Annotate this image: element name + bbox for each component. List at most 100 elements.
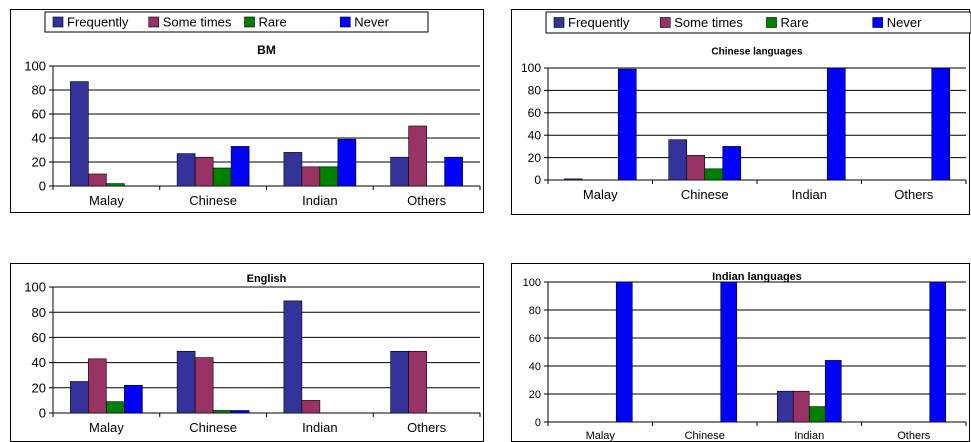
- chart-title: BM: [257, 43, 276, 57]
- chart-legend: Frequently Some times Rare Never: [44, 11, 429, 33]
- bar: [668, 139, 688, 181]
- bar: [720, 281, 738, 423]
- legend-box: [545, 11, 971, 34]
- y-tick-label: 0: [39, 179, 46, 194]
- y-tick-label: 60: [32, 107, 46, 122]
- y-tick-label: 40: [32, 131, 46, 146]
- legend-swatch: [659, 17, 671, 28]
- y-tick-label: 60: [529, 333, 541, 345]
- y-tick-label: 0: [535, 417, 541, 429]
- chart-title: Indian languages: [712, 271, 802, 283]
- category-label: Malay: [89, 420, 124, 435]
- bar: [212, 410, 232, 414]
- bar: [337, 138, 357, 187]
- y-tick-label: 100: [523, 277, 541, 289]
- y-tick-label: 40: [32, 355, 46, 370]
- bar: [70, 81, 89, 187]
- legend-swatch: [766, 17, 777, 28]
- bar: [106, 401, 125, 414]
- bar: [808, 406, 826, 423]
- bar: [563, 178, 583, 181]
- legend-swatch: [872, 17, 884, 28]
- chart-panel-chinese-languages: [511, 9, 970, 215]
- y-tick-label: 20: [529, 389, 541, 401]
- y-tick-label: 100: [521, 61, 541, 75]
- y-tick-label: 100: [24, 59, 46, 74]
- legend-swatch: [148, 16, 160, 28]
- category-label: Chinese: [189, 193, 237, 208]
- bar: [176, 153, 196, 187]
- chart-legend: Frequently Some times Rare Never: [545, 11, 971, 34]
- category-label: Indian: [794, 430, 824, 442]
- chart-indian-languages: Indian languages 0 20 40 60 80 100 Malay Chinese…: [523, 271, 967, 442]
- bar: [824, 360, 842, 423]
- bar: [88, 173, 107, 187]
- bar: [390, 350, 409, 414]
- bar: [792, 390, 810, 423]
- bar: [390, 156, 409, 187]
- category-label: Others: [897, 430, 931, 442]
- chart-panel-indian-languages: [511, 263, 970, 442]
- bar: [615, 281, 633, 423]
- legend-box: [44, 11, 429, 33]
- category-label: Indian: [302, 420, 337, 435]
- bar: [826, 67, 846, 181]
- bar: [176, 350, 196, 414]
- legend-label: Rare: [781, 15, 809, 30]
- legend-label: Frequently: [568, 15, 630, 30]
- category-label: Others: [407, 193, 447, 208]
- chart-chinese-languages: Chinese languages 0 20 40 60 80 100 Malay Chines…: [521, 11, 971, 202]
- bar: [70, 381, 89, 414]
- bar: [88, 358, 107, 414]
- bar: [230, 410, 250, 414]
- legend-label: Some times: [674, 15, 743, 30]
- y-tick-label: 60: [528, 106, 542, 120]
- y-tick-label: 20: [528, 151, 542, 165]
- legend-label: Rare: [259, 15, 287, 30]
- legend-swatch: [244, 16, 255, 28]
- y-tick-label: 0: [534, 173, 541, 187]
- category-label: Others: [894, 187, 934, 202]
- bar: [124, 384, 143, 414]
- category-label: Chinese: [681, 187, 729, 202]
- category-label: Chinese: [189, 420, 237, 435]
- y-tick-label: 80: [529, 305, 541, 317]
- bar: [929, 281, 947, 423]
- y-tick-label: 80: [32, 83, 46, 98]
- category-label: Others: [407, 420, 447, 435]
- bar: [319, 166, 339, 187]
- y-tick-label: 40: [529, 361, 541, 373]
- chart-title: Chinese languages: [711, 47, 803, 58]
- bar: [617, 68, 637, 181]
- y-tick-label: 100: [24, 280, 46, 295]
- category-label: Indian: [792, 187, 827, 202]
- bar: [301, 166, 321, 187]
- bar: [194, 156, 214, 187]
- category-label: Malay: [586, 430, 616, 442]
- bar: [408, 350, 427, 414]
- legend-label: Never: [354, 15, 389, 30]
- category-label: Chinese: [685, 430, 725, 442]
- category-label: Malay: [89, 193, 124, 208]
- legend-label: Frequently: [67, 15, 129, 30]
- legend-label: Some times: [163, 15, 232, 30]
- bar: [194, 357, 214, 414]
- y-tick-label: 60: [32, 330, 46, 345]
- legend-swatch: [52, 16, 64, 28]
- legend-swatch: [339, 16, 351, 28]
- bar: [230, 146, 250, 187]
- y-tick-label: 0: [39, 406, 46, 421]
- legend-swatch: [553, 17, 565, 28]
- bar: [212, 167, 232, 187]
- bar: [686, 155, 706, 181]
- bar: [106, 183, 125, 187]
- chart-english: English 0 20 40 60 80 100 Malay Chinese Indian Oth…: [24, 273, 481, 435]
- legend-label: Never: [887, 15, 922, 30]
- bar: [444, 156, 463, 187]
- category-label: Indian: [302, 193, 337, 208]
- y-tick-label: 20: [32, 155, 46, 170]
- bar: [722, 146, 742, 181]
- category-label: Malay: [583, 187, 618, 202]
- chart-bm: BM 0 20 40 60 80 100 Malay Chinese Indian Others Fr…: [24, 11, 481, 208]
